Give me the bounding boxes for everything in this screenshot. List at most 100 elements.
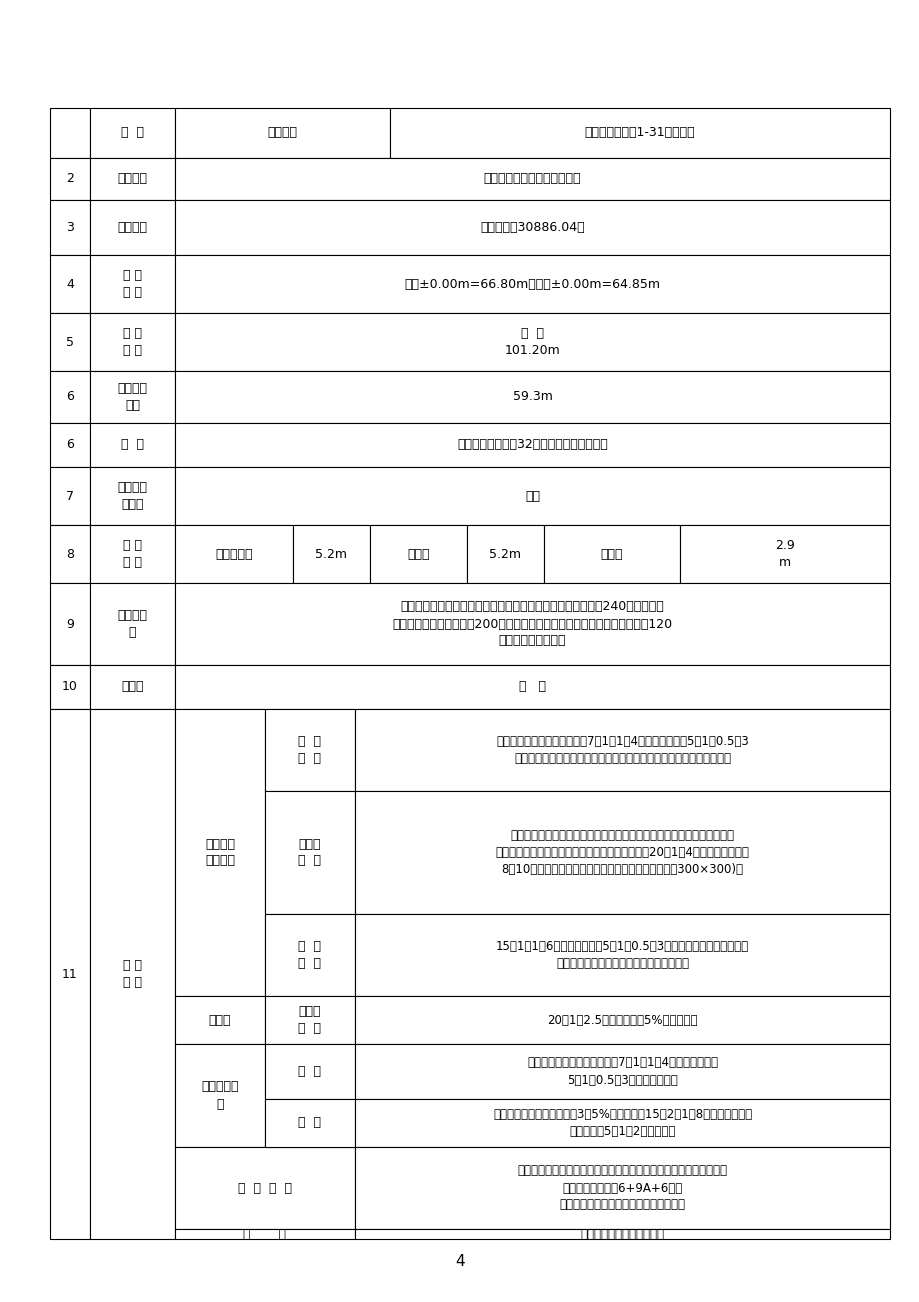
Bar bbox=[90, 312, 175, 371]
Bar bbox=[90, 371, 175, 423]
Bar bbox=[355, 1229, 889, 1240]
Bar bbox=[50, 201, 90, 255]
Bar bbox=[175, 201, 889, 255]
Text: 本工程结构为框架剪力墙结构，非承重外墙除特殊标注外均为240厚烧结粘土
多孔砖，非承重内墙均为200厚加气混凝土空心砌块，卫生间、厨房隔墙为120
厚烧结粘土多: 本工程结构为框架剪力墙结构，非承重外墙除特殊标注外均为240厚烧结粘土 多孔砖，… bbox=[392, 600, 672, 647]
Bar bbox=[175, 996, 265, 1044]
Text: 首层为架空层、1-31层为住宅: 首层为架空层、1-31层为住宅 bbox=[584, 126, 695, 139]
Text: 建 筑
层 高: 建 筑 层 高 bbox=[123, 539, 142, 569]
Text: 功  能: 功 能 bbox=[121, 126, 144, 139]
Text: 刷素水泥浆一遍（内掺水重3～5%白乳胶）；15厚2：1：8水泥石灰砂浆，
分两次抹灰5厚1：2水泥砂浆。: 刷素水泥浆一遍（内掺水重3～5%白乳胶）；15厚2：1：8水泥石灰砂浆， 分两次… bbox=[493, 1108, 751, 1138]
Text: 2: 2 bbox=[66, 172, 74, 185]
Bar bbox=[175, 467, 889, 525]
Text: 5.2m: 5.2m bbox=[315, 548, 347, 560]
Text: 栏       杆: 栏 杆 bbox=[244, 1228, 286, 1241]
Bar bbox=[50, 158, 90, 201]
Bar bbox=[90, 108, 175, 158]
Bar bbox=[175, 1229, 355, 1240]
Bar bbox=[355, 710, 889, 792]
Bar bbox=[175, 1147, 355, 1229]
Text: 5: 5 bbox=[66, 336, 74, 349]
Bar bbox=[265, 710, 355, 792]
Text: 59.3m: 59.3m bbox=[512, 391, 551, 404]
Text: 架空层: 架空层 bbox=[407, 548, 429, 560]
Text: 6: 6 bbox=[66, 391, 74, 404]
Text: 3: 3 bbox=[66, 221, 74, 234]
Bar bbox=[90, 158, 175, 201]
Text: 6: 6 bbox=[66, 439, 74, 452]
Bar bbox=[265, 1099, 355, 1147]
Text: 顶  棚: 顶 棚 bbox=[298, 1065, 321, 1078]
Bar bbox=[90, 255, 175, 312]
Text: 室内其它房
间: 室内其它房 间 bbox=[201, 1081, 239, 1111]
Bar bbox=[175, 158, 889, 201]
Text: 9: 9 bbox=[66, 617, 74, 630]
Text: 总  高
101.20m: 总 高 101.20m bbox=[505, 327, 560, 357]
Text: 建筑基底
标高: 建筑基底 标高 bbox=[118, 381, 147, 411]
Text: 室 内
装 修: 室 内 装 修 bbox=[123, 960, 142, 990]
Bar bbox=[50, 423, 90, 467]
Bar bbox=[175, 371, 889, 423]
Text: 顶  棚
工  程: 顶 棚 工 程 bbox=[298, 736, 321, 766]
Bar bbox=[467, 525, 543, 583]
Bar bbox=[355, 1147, 889, 1229]
Text: 8: 8 bbox=[66, 548, 74, 560]
Bar bbox=[292, 525, 369, 583]
Bar bbox=[175, 665, 889, 710]
Text: 钢筋混凝土板地面清理干净；7厚1：1：4水泥石灰砂浆；
5厚1：0.5：3水泥石灰砂浆。: 钢筋混凝土板地面清理干净；7厚1：1：4水泥石灰砂浆； 5厚1：0.5：3水泥石… bbox=[527, 1056, 717, 1086]
Text: 10: 10 bbox=[62, 681, 78, 694]
Bar bbox=[90, 467, 175, 525]
Text: 二级: 二级 bbox=[525, 490, 539, 503]
Bar bbox=[50, 710, 90, 1240]
Bar bbox=[90, 201, 175, 255]
Text: 地下±0.00m=66.80m、地上±0.00m=64.85m: 地下±0.00m=66.80m、地上±0.00m=64.85m bbox=[404, 277, 660, 290]
Bar bbox=[390, 108, 889, 158]
Bar bbox=[543, 525, 679, 583]
Bar bbox=[50, 255, 90, 312]
Bar bbox=[90, 423, 175, 467]
Bar bbox=[175, 710, 265, 996]
Bar bbox=[355, 1099, 889, 1147]
Text: 11: 11 bbox=[62, 967, 78, 980]
Bar bbox=[355, 792, 889, 914]
Bar bbox=[175, 108, 390, 158]
Text: 内外墙砌
体: 内外墙砌 体 bbox=[118, 609, 147, 639]
Text: 门  窗  工  程: 门 窗 工 程 bbox=[238, 1181, 291, 1194]
Bar bbox=[679, 525, 889, 583]
Text: 15厚1：1：6水泥石灰砂浆；5厚1：0.5：3水泥石灰砂浆；清理基层；
满刮腻子一遍；刷底漆一遍；乳胶漆二遍。: 15厚1：1：6水泥石灰砂浆；5厚1：0.5：3水泥石灰砂浆；清理基层； 满刮腻… bbox=[495, 940, 748, 970]
Text: 深蓝色铝合金栏杆玻璃栏板: 深蓝色铝合金栏杆玻璃栏板 bbox=[580, 1228, 664, 1241]
Text: 5.2m: 5.2m bbox=[489, 548, 521, 560]
Bar bbox=[265, 914, 355, 996]
Bar bbox=[369, 525, 467, 583]
Text: 公共走道
及楼梯间: 公共走道 及楼梯间 bbox=[205, 837, 234, 867]
Text: 卫生间: 卫生间 bbox=[209, 1013, 231, 1026]
Text: 建筑面积: 建筑面积 bbox=[118, 221, 147, 234]
Text: 墙  面: 墙 面 bbox=[298, 1117, 321, 1130]
Bar bbox=[175, 423, 889, 467]
Text: 建筑物防
火等级: 建筑物防 火等级 bbox=[118, 480, 147, 510]
Text: 结构类型新颖，外观美观大方: 结构类型新颖，外观美观大方 bbox=[483, 172, 581, 185]
Text: 面   砖: 面 砖 bbox=[518, 681, 545, 694]
Text: 建 筑
高 度: 建 筑 高 度 bbox=[123, 327, 142, 357]
Bar bbox=[90, 525, 175, 583]
Text: 本工程门窗选用铝合金框，所有住宅外墙门窗均为深蓝色铝合金单框
普通中空玻璃窗（6+9A+6）。
夹板门、多功能门、实木门、双层玻璃门: 本工程门窗选用铝合金框，所有住宅外墙门窗均为深蓝色铝合金单框 普通中空玻璃窗（6… bbox=[516, 1164, 727, 1211]
Bar bbox=[90, 583, 175, 665]
Bar bbox=[50, 108, 90, 158]
Text: 外装修: 外装修 bbox=[121, 681, 143, 694]
Text: 地下负一层，地上32层（包括首层架空层）: 地下负一层，地上32层（包括首层架空层） bbox=[457, 439, 607, 452]
Text: 标准层: 标准层 bbox=[600, 548, 622, 560]
Bar bbox=[50, 665, 90, 710]
Text: 20厚1：2.5水泥砂浆内加5%防水剂抹面: 20厚1：2.5水泥砂浆内加5%防水剂抹面 bbox=[547, 1013, 697, 1026]
Bar bbox=[355, 996, 889, 1044]
Bar bbox=[265, 792, 355, 914]
Text: 花岗石地面、水磨石楼面、玻化砖楼面、抛光砖地面、细石混凝土地面。
钢筋混凝土楼板清理干净；素水泥浆结合层一遍；20厚1：4干硬性水泥砂浆；
8～10厚陶瓷地砖铺: 花岗石地面、水磨石楼面、玻化砖楼面、抛光砖地面、细石混凝土地面。 钢筋混凝土楼板… bbox=[495, 829, 749, 876]
Bar bbox=[175, 525, 292, 583]
Bar bbox=[50, 525, 90, 583]
Bar bbox=[50, 371, 90, 423]
Bar bbox=[90, 665, 175, 710]
Text: 4: 4 bbox=[66, 277, 74, 290]
Bar bbox=[355, 1044, 889, 1099]
Text: 4: 4 bbox=[455, 1255, 464, 1269]
Bar bbox=[50, 583, 90, 665]
Text: 建 筑
标 高: 建 筑 标 高 bbox=[123, 270, 142, 299]
Text: 建筑面积为30886.04㎡: 建筑面积为30886.04㎡ bbox=[480, 221, 584, 234]
